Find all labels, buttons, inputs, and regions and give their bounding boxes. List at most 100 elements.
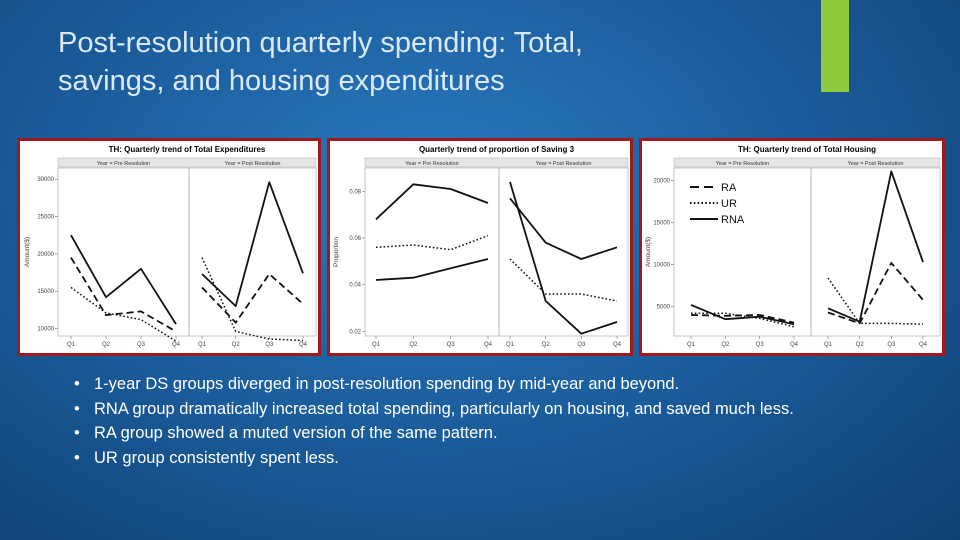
series-line-ra-pre xyxy=(690,314,795,324)
chart-panel-total-expenditures: TH: Quarterly trend of Total Expenditure… xyxy=(17,138,321,356)
x-tick-label: Q1 xyxy=(824,342,833,348)
title-line-1: Post-resolution quarterly spending: Tota… xyxy=(58,27,583,59)
plot-frame-pre xyxy=(673,167,812,337)
series-line-ra-pre xyxy=(375,258,489,281)
chart-panel-total-housing: TH: Quarterly trend of Total Housing Year… xyxy=(639,138,945,356)
plot-frame-pre xyxy=(364,167,500,337)
y-tick-label: 0.02 xyxy=(349,329,361,335)
legend-label-rna: RNA xyxy=(721,214,745,226)
x-tick-label: Q2 xyxy=(856,342,865,348)
series-line-ur-pre xyxy=(375,234,489,251)
chart-panel-saving-proportion: Quarterly trend of proportion of Saving … xyxy=(327,138,633,356)
bullet-item: • RNA group dramatically increased total … xyxy=(74,397,934,422)
series-line-rna-post xyxy=(201,181,304,308)
bullet-list: • 1-year DS groups diverged in post-resol… xyxy=(74,372,934,470)
x-tick-label: Q4 xyxy=(299,342,308,348)
y-tick-label: 0.04 xyxy=(349,283,361,289)
bullet-item: • UR group consistently spent less. xyxy=(74,446,934,471)
x-tick-label: Q2 xyxy=(102,342,111,348)
x-tick-label: Q3 xyxy=(756,342,765,348)
y-tick-label: 30000 xyxy=(37,177,54,183)
x-tick-label: Q3 xyxy=(577,342,586,348)
x-tick-label: Q1 xyxy=(687,342,696,348)
series-line-rna-pre xyxy=(70,234,177,325)
chart-total-housing: TH: Quarterly trend of Total Housing Year… xyxy=(645,145,941,348)
y-tick-label: 0.06 xyxy=(349,236,361,242)
bullet-text: 1-year DS groups diverged in post-resolu… xyxy=(94,375,680,393)
x-tick-label: Q4 xyxy=(790,342,799,348)
legend-label-ur: UR xyxy=(721,198,737,210)
series-line-ur-post xyxy=(827,277,924,325)
series-line-rna-pre xyxy=(375,183,489,220)
x-tick-label: Q1 xyxy=(198,342,207,348)
x-tick-label: Q1 xyxy=(372,342,381,348)
facet-label-pre: Year = Pre Resolution xyxy=(716,161,769,167)
y-tick-label: 5000 xyxy=(657,305,671,311)
series-line-rna-post xyxy=(509,181,618,335)
bullet-item: • 1-year DS groups diverged in post-resol… xyxy=(74,372,934,397)
facet-label-post: Year = Post Resolution xyxy=(225,161,281,167)
series-line-ra-pre xyxy=(70,257,177,333)
plot-frame-pre xyxy=(57,167,190,337)
plot-frame-post xyxy=(810,167,941,337)
x-tick-label: Q1 xyxy=(67,342,76,348)
x-tick-label: Q3 xyxy=(137,342,146,348)
x-tick-label: Q2 xyxy=(721,342,730,348)
y-tick-label: 25000 xyxy=(37,215,54,221)
series-line-ra-post xyxy=(509,197,618,260)
x-tick-label: Q4 xyxy=(613,342,622,348)
x-tick-label: Q4 xyxy=(484,342,493,348)
y-tick-label: 15000 xyxy=(653,221,670,227)
y-tick-label: 20000 xyxy=(653,179,670,185)
bullet-dot-icon: • xyxy=(74,448,80,467)
bullet-dot-icon: • xyxy=(74,399,80,418)
series-line-ur-post xyxy=(509,258,618,302)
chart-title: TH: Quarterly trend of Total Housing xyxy=(738,145,876,154)
bullet-dot-icon: • xyxy=(74,375,80,393)
series-line-ra-post xyxy=(201,273,304,324)
y-tick-label: 15000 xyxy=(37,289,54,295)
accent-bar xyxy=(821,0,849,92)
series-line-rna-pre xyxy=(690,304,795,326)
x-tick-label: Q2 xyxy=(232,342,241,348)
facet-header xyxy=(57,157,317,168)
x-tick-label: Q2 xyxy=(542,342,551,348)
series-line-rna-post xyxy=(827,170,924,323)
y-tick-label: 10000 xyxy=(37,327,54,333)
facet-label-pre: Year = Pre Resolution xyxy=(97,161,150,167)
series-line-ur-pre xyxy=(70,286,177,342)
bullet-item: • RA group showed a muted version of the … xyxy=(74,421,934,446)
plot-frame-post xyxy=(188,167,317,337)
x-tick-label: Q4 xyxy=(172,342,181,348)
chart-title: TH: Quarterly trend of Total Expenditure… xyxy=(109,145,266,154)
facet-label-post: Year = Post Resolution xyxy=(848,161,904,167)
slide-title: Post-resolution quarterly spending: Tota… xyxy=(58,24,778,100)
y-tick-label: 0.08 xyxy=(349,189,361,195)
bullet-dot-icon: • xyxy=(74,424,80,442)
series-line-ra-post xyxy=(827,262,924,325)
chart-title: Quarterly trend of proportion of Saving … xyxy=(419,145,575,154)
y-axis-label: Amount($) xyxy=(645,237,652,267)
y-axis-label: Amount($) xyxy=(24,237,31,267)
bullet-text: RA group showed a muted version of the s… xyxy=(94,424,498,442)
facet-label-post: Year = Post Resolution xyxy=(536,161,592,167)
facet-label-pre: Year = Pre Resolution xyxy=(405,161,458,167)
y-axis-label: Proportion xyxy=(333,237,340,267)
x-tick-label: Q1 xyxy=(506,342,515,348)
x-tick-label: Q2 xyxy=(409,342,418,348)
y-tick-label: 20000 xyxy=(37,252,54,258)
x-tick-label: Q3 xyxy=(265,342,274,348)
x-tick-label: Q3 xyxy=(887,342,896,348)
chart-total-expenditures: TH: Quarterly trend of Total Expenditure… xyxy=(24,145,317,348)
y-tick-label: 10000 xyxy=(653,263,670,269)
bullet-text: RNA group dramatically increased total s… xyxy=(94,399,794,418)
x-tick-label: Q3 xyxy=(447,342,456,348)
chart-saving-proportion: Quarterly trend of proportion of Saving … xyxy=(333,145,629,348)
x-tick-label: Q4 xyxy=(919,342,928,348)
facet-header xyxy=(364,157,629,168)
legend-label-ra: RA xyxy=(721,182,737,194)
title-line-2: savings, and housing expenditures xyxy=(58,65,505,97)
facet-header xyxy=(673,157,941,168)
bullet-text: UR group consistently spent less. xyxy=(94,448,339,467)
plot-frame-post xyxy=(498,167,629,337)
